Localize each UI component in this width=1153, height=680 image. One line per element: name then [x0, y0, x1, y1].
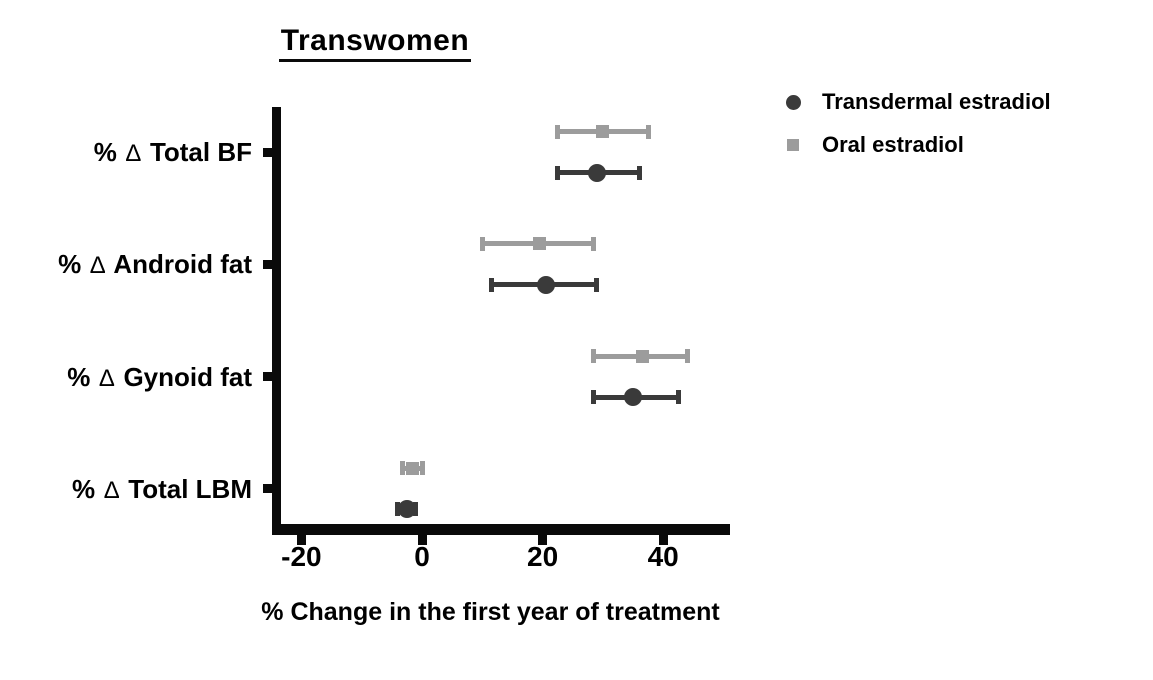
x-axis-tick-label: -20 [281, 541, 322, 572]
y-axis-tick [263, 147, 272, 157]
y-axis-tick [263, 259, 272, 269]
legend-marker-box [780, 139, 806, 151]
legend-label-oral: Oral estradiol [822, 132, 964, 157]
legend-label-transdermal: Transdermal estradiol [822, 89, 1051, 114]
delta-symbol: ∆ [90, 252, 106, 280]
error-bar-cap-right [675, 390, 681, 405]
x-axis-tick-label: 20 [527, 541, 559, 572]
error-bar-cap-left [400, 461, 406, 476]
error-bar-cap-right [413, 502, 419, 517]
x-axis-tick [538, 535, 548, 545]
chart-title: Transwomen [278, 24, 472, 62]
y-axis-category-label: % ∆ Total BF [93, 137, 252, 167]
x-axis-spine [272, 524, 730, 535]
y-axis-spine [272, 107, 281, 535]
delta-symbol: ∆ [99, 364, 115, 392]
data-point-marker-oral [596, 125, 610, 138]
x-axis-title: % Change in the first year of treatment [261, 598, 720, 626]
error-bar-cap-right [591, 236, 597, 251]
y-axis-tick [263, 372, 272, 382]
y-axis-tick [263, 484, 272, 494]
error-bar-cap-left [479, 236, 485, 251]
y-axis-category-label: % ∆ Gynoid fat [67, 361, 252, 392]
data-point-marker-transdermal [536, 275, 555, 294]
data-point-marker-oral [635, 349, 649, 363]
data-point-marker-transdermal [624, 388, 643, 407]
y-axis-category-label: % ∆ Total LBM [72, 473, 252, 504]
square-icon [787, 139, 799, 151]
x-axis-tick-label: 40 [647, 541, 679, 572]
data-point-marker-transdermal [397, 500, 416, 519]
data-point-marker-transdermal [587, 163, 606, 182]
x-axis-tick [296, 535, 306, 545]
chart-title-wrap: Transwomen [225, 24, 525, 62]
error-bar-cap-left [555, 124, 561, 139]
error-bar-cap-right [684, 349, 690, 364]
legend-marker-box [780, 94, 806, 110]
data-point-marker-oral [533, 237, 547, 251]
data-point-marker-oral [406, 461, 420, 475]
error-bar-cap-right [594, 277, 600, 292]
legend-item-transdermal: Transdermal estradiol [780, 87, 1051, 117]
x-axis-tick [658, 535, 668, 545]
error-bar-cap-right [645, 124, 651, 139]
legend-item-oral: Oral estradiol [780, 130, 1051, 160]
delta-symbol: ∆ [126, 140, 141, 167]
x-axis-tick-label: 0 [414, 541, 430, 572]
y-axis-category-label: % ∆ Android fat [58, 249, 252, 280]
x-axis-tick [417, 535, 427, 545]
error-bar-cap-right [419, 461, 425, 476]
circle-icon [785, 94, 801, 110]
legend: Transdermal estradiol Oral estradiol [780, 87, 1051, 160]
error-bar-cap-left [555, 165, 561, 180]
error-bar-cap-left [488, 277, 494, 292]
error-bar-cap-left [395, 502, 401, 517]
error-bar-cap-left [591, 390, 597, 405]
error-bar-cap-right [636, 165, 642, 180]
error-bar-cap-left [591, 349, 597, 364]
delta-symbol: ∆ [104, 476, 120, 504]
